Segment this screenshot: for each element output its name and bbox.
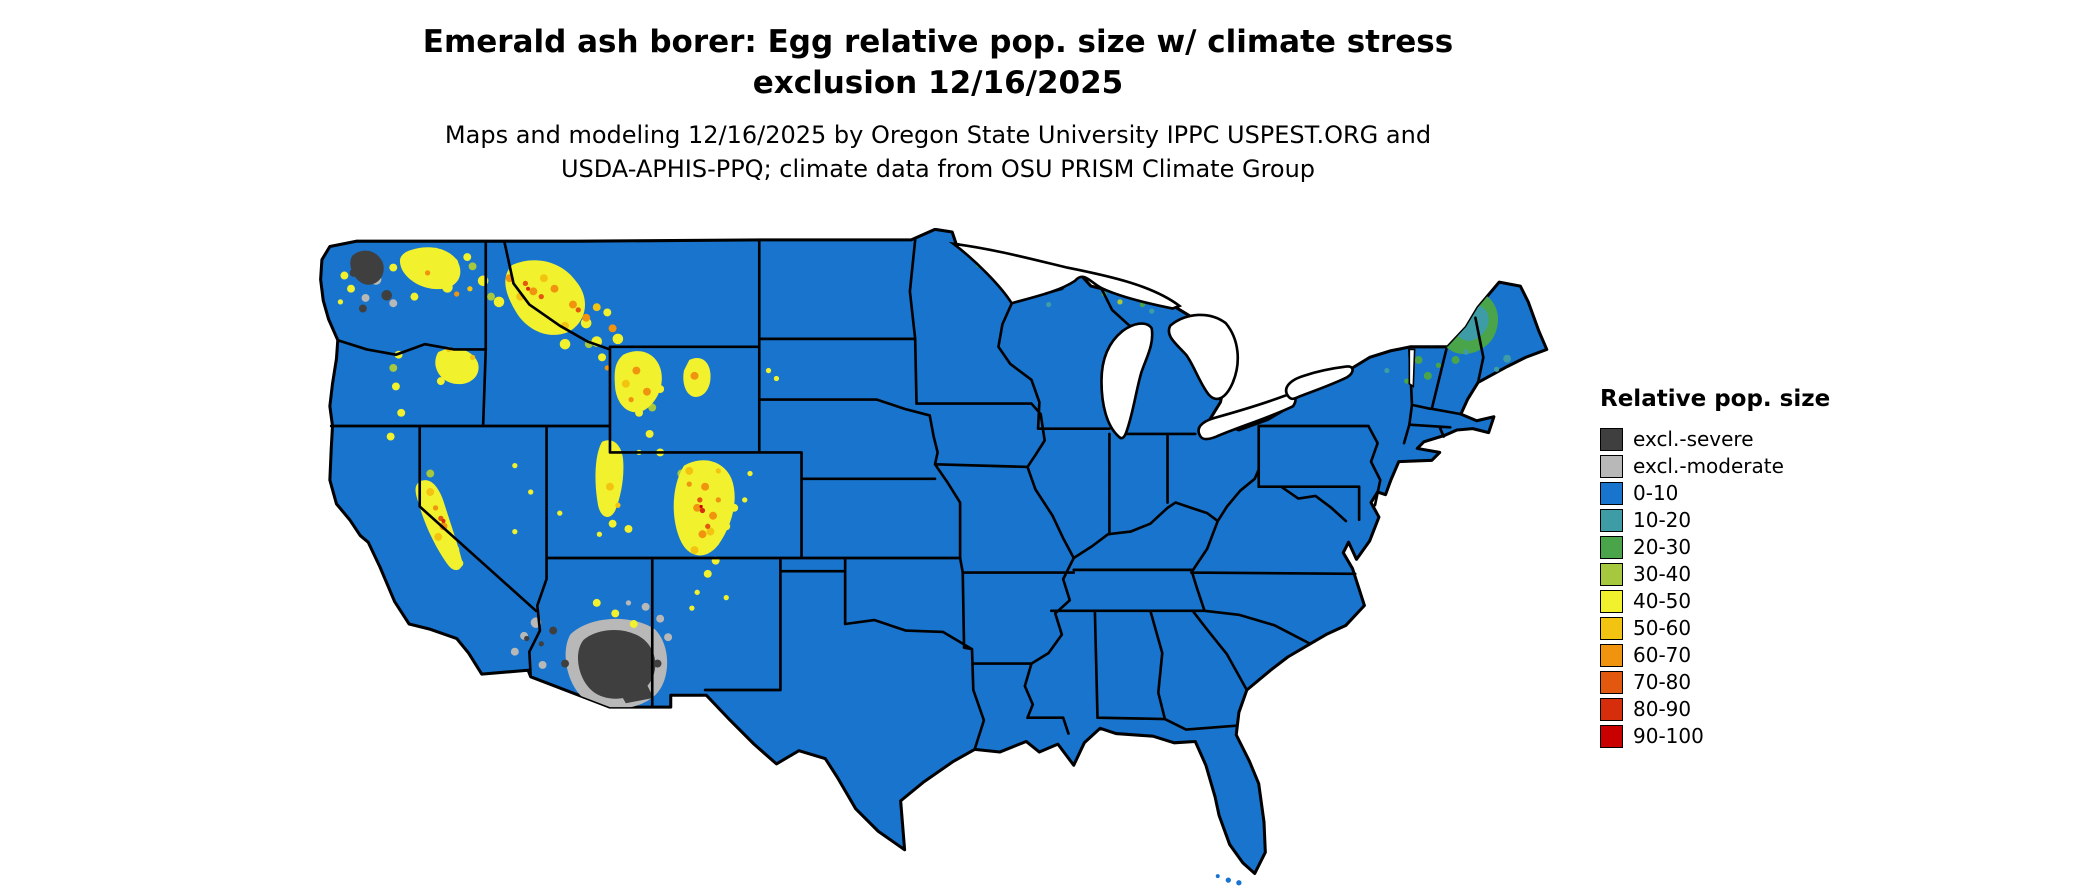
legend-item-v10_20: 10-20 [1600,507,1900,534]
lake-ontario [1284,365,1354,401]
great-lakes [948,241,1416,441]
map-subtitle: Maps and modeling 12/16/2025 by Oregon S… [0,118,1876,186]
lake-superior [948,241,1183,310]
legend-item-v0_10: 0-10 [1600,480,1900,507]
lake-huron [1167,313,1240,401]
legend-label-v60_70: 60-70 [1633,643,1692,667]
legend-label-v70_80: 70-80 [1633,670,1692,694]
legend-label-excl_moderate: excl.-moderate [1633,454,1784,478]
lake-michigan [1100,322,1154,440]
legend-swatch-v30_40 [1600,563,1623,586]
legend-item-v70_80: 70-80 [1600,669,1900,696]
legend-label-v90_100: 90-100 [1633,724,1704,748]
legend-item-v40_50: 40-50 [1600,588,1900,615]
legend-swatch-v60_70 [1600,644,1623,667]
legend-item-v60_70: 60-70 [1600,642,1900,669]
legend-swatch-v0_10 [1600,482,1623,505]
legend-swatch-v50_60 [1600,617,1623,640]
legend-swatch-v80_90 [1600,698,1623,721]
legend-swatch-v70_80 [1600,671,1623,694]
legend-label-v80_90: 80-90 [1633,697,1692,721]
legend-label-v20_30: 20-30 [1633,535,1692,559]
legend-item-v30_40: 30-40 [1600,561,1900,588]
map-subtitle-line1: Maps and modeling 12/16/2025 by Oregon S… [444,121,1432,149]
legend-swatch-v90_100 [1600,725,1623,748]
map-title-line1: Emerald ash borer: Egg relative pop. siz… [422,24,1454,60]
figure-titles: Emerald ash borer: Egg relative pop. siz… [0,22,1876,186]
overlay-90-100 [699,504,703,509]
legend-item-v80_90: 80-90 [1600,696,1900,723]
legend-item-v50_60: 50-60 [1600,615,1900,642]
legend-item-excl_moderate: excl.-moderate [1600,453,1900,480]
legend-label-v30_40: 30-40 [1633,562,1692,586]
legend-label-v0_10: 0-10 [1633,481,1679,505]
map-subtitle-line2: USDA-APHIS-PPQ; climate data from OSU PR… [560,155,1316,183]
us-map [319,228,1549,886]
legend-title: Relative pop. size [1600,386,1831,412]
map-land [319,228,1549,875]
overlay-80-90 [441,286,706,524]
legend-item-v90_100: 90-100 [1600,723,1900,750]
lake-champlain [1408,348,1416,388]
overlay-60-70 [424,270,1180,539]
legend-swatch-excl_moderate [1600,455,1623,478]
legend-item-v20_30: 20-30 [1600,534,1900,561]
map-title-line2: exclusion 12/16/2025 [752,65,1124,101]
legend-swatch-v20_30 [1600,536,1623,559]
legend-label-excl_severe: excl.-severe [1633,427,1754,451]
legend: Relative pop. size excl.-severe excl.-mod… [1600,386,1900,750]
legend-swatch-excl_severe [1600,428,1623,451]
florida-keys [1215,874,1242,886]
legend-label-v40_50: 40-50 [1633,589,1692,613]
model-value-overlays [337,247,1512,771]
legend-items: excl.-severe excl.-moderate 0-10 10-20 20-30… [1600,426,1900,750]
overlay-excl-severe [349,250,662,704]
legend-swatch-v40_50 [1600,590,1623,613]
legend-label-v10_20: 10-20 [1633,508,1692,532]
legend-item-excl_severe: excl.-severe [1600,426,1900,453]
legend-label-v50_60: 50-60 [1633,616,1692,640]
legend-swatch-v10_20 [1600,509,1623,532]
